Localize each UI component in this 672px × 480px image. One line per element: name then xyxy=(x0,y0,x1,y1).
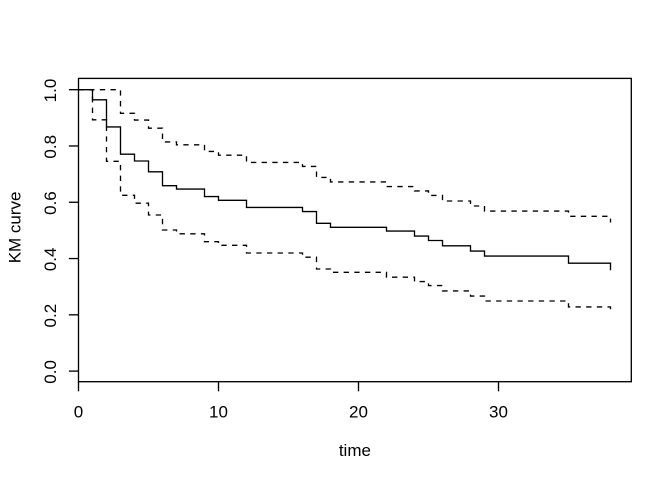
svg-text:20: 20 xyxy=(349,403,368,422)
svg-text:0.2: 0.2 xyxy=(41,304,60,328)
svg-text:0.4: 0.4 xyxy=(41,248,60,272)
svg-text:10: 10 xyxy=(209,403,228,422)
svg-text:0.8: 0.8 xyxy=(41,135,60,159)
svg-text:KM curve: KM curve xyxy=(6,192,25,264)
svg-text:time: time xyxy=(339,441,371,460)
svg-text:0.6: 0.6 xyxy=(41,191,60,215)
svg-text:0.0: 0.0 xyxy=(41,360,60,384)
svg-text:30: 30 xyxy=(489,403,508,422)
svg-text:0: 0 xyxy=(74,403,83,422)
svg-text:1.0: 1.0 xyxy=(41,79,60,103)
